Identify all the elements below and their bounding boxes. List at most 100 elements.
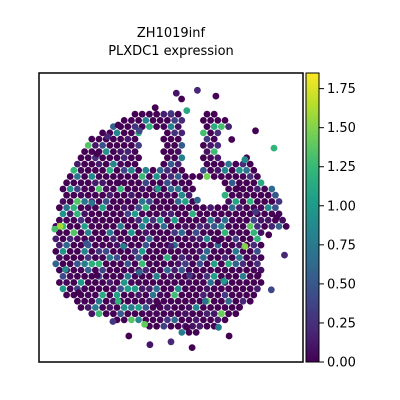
tissue-spot [124,185,132,193]
tissue-spot [131,123,139,130]
tissue-spot [81,285,88,293]
tissue-spot [243,166,251,174]
tissue-spot [149,204,157,212]
tissue-spot [218,310,225,318]
tissue-spot [174,185,182,193]
tissue-spot [207,142,215,149]
tissue-spot [160,198,168,205]
tissue-spot [131,235,139,243]
tissue-spot [142,241,150,249]
tissue-spot [268,185,276,193]
tissue-spot [236,204,243,212]
tissue-spot [156,204,164,212]
tissue-spot [66,223,74,230]
tissue-spot [200,291,207,299]
tissue-spot [246,160,254,168]
tissue-spot [236,291,243,299]
tissue-spot [200,316,207,324]
tissue-spot [92,166,99,174]
tissue-spot [74,160,81,168]
tissue-spot [221,304,229,311]
tissue-spot [232,285,240,293]
tissue-spot [113,142,121,149]
tissue-spot [207,279,215,286]
tissue-spot [63,216,70,224]
tissue-spot [146,260,153,268]
tissue-spot [99,191,106,199]
spot-point [194,196,201,204]
tissue-spot [196,322,204,330]
tissue-spot [203,310,211,318]
colorbar-tick-label: 0.50 [327,277,356,292]
tissue-spot [210,173,218,180]
colorbar-gradient [305,72,320,363]
tissue-spot [232,260,240,268]
tissue-spot [232,210,240,218]
tissue-spot [88,210,96,218]
tissue-spot [77,166,85,174]
tissue-spot [127,304,135,311]
tissue-spot [131,272,139,280]
tissue-spot [264,204,272,212]
tissue-spot [120,179,128,187]
tissue-spot [221,266,229,274]
tissue-spot [167,297,175,305]
spot-point [186,271,193,279]
tissue-spot [120,142,128,149]
colorbar-tick-label: 1.50 [327,121,356,136]
tissue-spot [77,191,85,199]
tissue-spot [185,304,193,311]
tissue-spot [113,291,121,299]
tissue-spot [178,179,186,187]
tissue-spot [124,272,132,280]
tissue-spot [174,272,182,280]
tissue-spot [56,229,63,237]
tissue-spot [203,223,211,230]
tissue-spot [174,110,182,118]
tissue-spot [146,123,153,130]
tissue-spot [225,210,233,218]
tissue-spot [146,110,153,118]
tissue-spot [200,266,207,274]
tissue-spot [239,173,247,180]
tissue-spot [124,123,132,130]
tissue-spot [225,185,233,193]
tissue-spot [203,110,211,118]
tissue-spot [203,210,211,218]
spot-point [183,107,191,114]
tissue-spot [120,266,128,274]
tissue-spot [221,229,229,237]
spot-point [135,269,143,276]
tissue-spot [189,260,197,268]
tissue-spot [120,204,128,212]
tissue-spot [200,117,207,124]
tissue-spot [142,279,150,286]
tissue-spot [63,229,70,237]
tissue-spot [182,185,189,193]
tissue-spot [56,254,63,261]
tissue-spot [59,272,67,280]
tissue-spot [70,241,78,249]
tissue-spot [88,160,96,168]
tissue-spot [228,229,236,237]
tissue-spot [164,266,171,274]
tissue-spot [200,279,207,286]
tissue-spot [99,142,106,149]
tissue-spot [99,179,106,187]
tissue-spot [268,223,276,230]
tissue-spot [88,148,96,156]
tissue-spot [185,329,193,336]
spot-point [241,156,249,164]
tissue-spot [192,304,200,311]
tissue-spot [70,254,78,261]
tissue-spot [196,260,204,268]
tissue-spot [185,216,193,224]
tissue-spot [160,322,168,330]
tissue-spot [246,248,254,255]
tissue-spot [156,291,164,299]
tissue-spot [117,223,124,230]
tissue-spot [160,285,168,293]
tissue-spot [110,160,117,168]
tissue-spot [210,223,218,230]
tissue-spot [272,191,279,199]
